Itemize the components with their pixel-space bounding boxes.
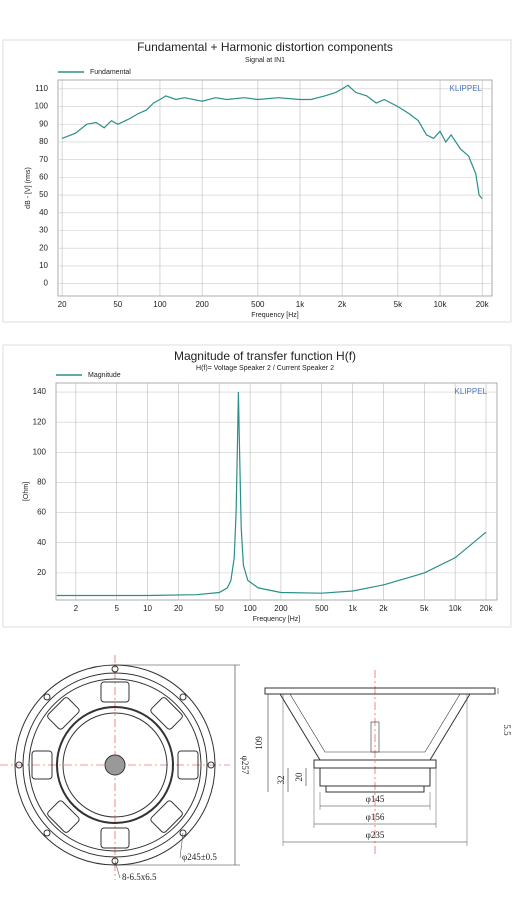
drawing-labels: φ257 φ245±0.5 8-6.5x6.5 109 5.5 32 20 φ1…	[122, 724, 512, 882]
x-tick-label: 20	[174, 604, 183, 613]
chart-title: Magnitude of transfer function H(f)	[174, 349, 356, 363]
dimension-label: φ257	[240, 756, 250, 775]
dimension-label: φ235	[366, 830, 385, 840]
y-tick-label: 80	[39, 137, 48, 146]
y-tick-label: 40	[39, 208, 48, 217]
dimension-label: 5.5	[502, 724, 512, 736]
y-tick-label: 100	[33, 447, 47, 456]
y-tick-label: 100	[35, 102, 49, 111]
x-tick-label: 5	[114, 604, 119, 613]
y-tick-label: 20	[37, 568, 46, 577]
y-tick-label: 140	[33, 387, 47, 396]
legend-label: Fundamental	[90, 69, 131, 76]
data-line	[61, 84, 483, 199]
y-tick-label: 120	[33, 417, 47, 426]
flange	[264, 687, 496, 695]
technical-drawing	[0, 655, 499, 880]
y-tick-label: 50	[39, 190, 48, 199]
chart-title: Fundamental + Harmonic distortion compon…	[137, 40, 393, 54]
dimension-label: 8-6.5x6.5	[122, 872, 157, 882]
x-tick-label: 2k	[379, 604, 388, 613]
basket-ring	[62, 712, 168, 818]
x-tick-label: 1k	[296, 300, 305, 309]
y-tick-label: 80	[37, 478, 46, 487]
x-tick-label: 100	[153, 300, 167, 309]
chart-subtitle: Signal at IN1	[245, 57, 285, 64]
x-tick-label: 5k	[420, 604, 429, 613]
basket-ring	[56, 706, 174, 824]
plot-area	[55, 382, 498, 601]
y-axis-label: [Ohm]	[23, 482, 30, 501]
y-tick-label: 20	[39, 243, 48, 252]
x-tick-label: 10k	[434, 300, 448, 309]
basket-windows	[31, 681, 199, 849]
x-tick-label: 1k	[348, 604, 357, 613]
dimension-label: φ145	[366, 794, 385, 804]
x-tick-label: 10k	[449, 604, 463, 613]
y-tick-label: 40	[37, 538, 46, 547]
y-tick-label: 60	[39, 172, 48, 181]
x-tick-label: 20k	[476, 300, 490, 309]
dimension-label: 20	[294, 772, 304, 782]
back-plate	[325, 785, 425, 793]
x-tick-label: 200	[274, 604, 288, 613]
y-axis-label: dB - [V] (rms)	[25, 167, 32, 209]
x-axis-label: Frequency [Hz]	[251, 312, 299, 319]
x-tick-label: 50	[113, 300, 122, 309]
x-tick-label: 500	[315, 604, 329, 613]
y-tick-label: 0	[44, 279, 49, 288]
watermark: KLIPPEL	[455, 387, 488, 396]
y-tick-label: 70	[39, 155, 48, 164]
legend-label: Magnitude	[88, 372, 121, 379]
dimension-label: 32	[276, 776, 286, 785]
plot-area	[57, 79, 493, 297]
y-tick-label: 10	[39, 261, 48, 270]
dimension-label: 109	[254, 736, 264, 750]
x-axis-label: Frequency [Hz]	[253, 616, 301, 623]
frame-ring	[22, 672, 208, 858]
x-tick-label: 20	[58, 300, 67, 309]
y-tick-label: 90	[39, 119, 48, 128]
dimension-label: φ245±0.5	[182, 852, 217, 862]
dust-cap	[104, 754, 126, 776]
x-tick-label: 5k	[394, 300, 403, 309]
x-tick-label: 10	[143, 604, 152, 613]
x-tick-label: 500	[251, 300, 265, 309]
mounting-holes	[15, 665, 215, 865]
data-line	[56, 391, 487, 597]
x-tick-label: 200	[195, 300, 209, 309]
watermark: KLIPPEL	[450, 84, 483, 93]
dimension-label: φ156	[366, 812, 385, 822]
x-tick-label: 2k	[338, 300, 347, 309]
x-tick-label: 50	[215, 604, 224, 613]
x-tick-label: 20k	[480, 604, 494, 613]
x-tick-label: 100	[243, 604, 257, 613]
x-tick-label: 2	[74, 604, 79, 613]
frame-ring	[28, 678, 202, 852]
y-tick-label: 110	[35, 84, 48, 93]
y-tick-label: 60	[37, 508, 46, 517]
chart-subtitle: H(f)= Voltage Speaker 2 / Current Speake…	[196, 365, 334, 372]
y-tick-label: 30	[39, 226, 48, 235]
